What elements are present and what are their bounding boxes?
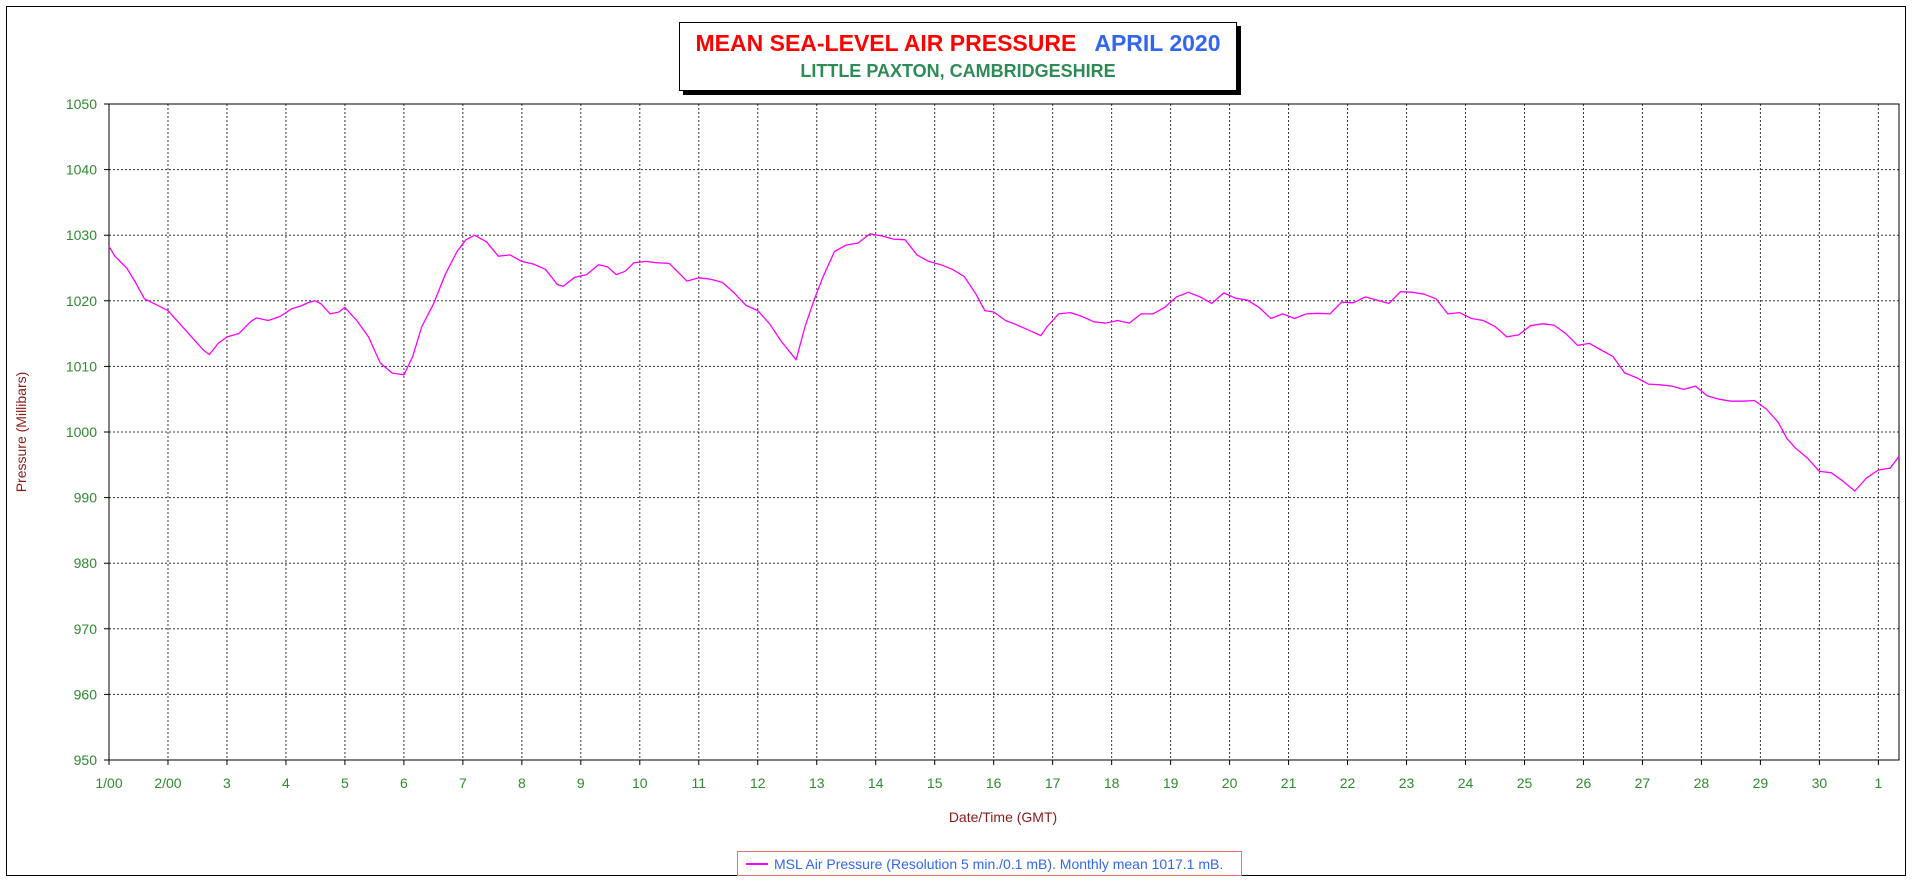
series-layer	[108, 233, 1900, 492]
x-tick-label: 11	[692, 775, 707, 791]
x-tick-label: 23	[1399, 775, 1415, 791]
x-tick-label: 18	[1104, 775, 1120, 791]
y-tick-labels: 950 960 970 980 990 1000 1010 1020 1030 1040 1050	[66, 96, 97, 768]
legend-entry: MSL Air Pressure (Resolution 5 min./0.1 …	[774, 855, 1224, 872]
title-line: MEAN SEA-LEVEL AIR PRESSURE APRIL 2020	[680, 30, 1236, 57]
x-tick-label: 24	[1458, 775, 1474, 791]
x-tick-label: 19	[1163, 775, 1179, 791]
x-tick-label: 9	[577, 775, 585, 791]
x-tick-label: 1	[1874, 775, 1882, 791]
x-tick-label: 2/00	[154, 775, 181, 791]
y-tick-label: 980	[74, 555, 98, 571]
x-axis-label: Date/Time (GMT)	[949, 809, 1057, 825]
legend: MSL Air Pressure (Resolution 5 min./0.1 …	[737, 851, 1242, 876]
y-tick-label: 1010	[66, 358, 97, 374]
grid-layer	[104, 103, 1899, 765]
x-tick-labels: 1/00 2/00 3 4 5 6 7 8 9 10 11 12 13 14 15 16 17 18 19 20 21 2…	[95, 775, 1882, 791]
x-tick-label: 13	[809, 775, 825, 791]
plot-area-border	[108, 103, 1900, 761]
x-tick-label: 12	[750, 775, 766, 791]
x-tick-label: 16	[986, 775, 1002, 791]
x-tick-label: 4	[282, 775, 290, 791]
x-tick-label: 17	[1045, 775, 1061, 791]
chart-title-box: MEAN SEA-LEVEL AIR PRESSURE APRIL 2020 LI…	[679, 22, 1237, 91]
y-tick-label: 950	[74, 752, 98, 768]
x-tick-label: 14	[868, 775, 884, 791]
y-tick-label: 1040	[66, 162, 97, 178]
x-tick-label: 15	[927, 775, 943, 791]
x-tick-label: 29	[1753, 775, 1769, 791]
x-tick-label: 6	[400, 775, 408, 791]
x-tick-label: 7	[459, 775, 467, 791]
chart-subtitle: LITTLE PAXTON, CAMBRIDGESHIRE	[800, 61, 1116, 81]
x-tick-label: 25	[1517, 775, 1533, 791]
legend-line-swatch	[746, 862, 768, 865]
x-tick-label: 10	[632, 775, 648, 791]
x-tick-label: 21	[1281, 775, 1297, 791]
chart-title: MEAN SEA-LEVEL AIR PRESSURE	[695, 30, 1077, 56]
x-tick-label: 28	[1694, 775, 1710, 791]
chart-title-period: APRIL 2020	[1094, 30, 1221, 56]
x-tick-label: 22	[1340, 775, 1356, 791]
chart-frame	[6, 6, 1906, 876]
y-axis-label: Pressure (Millibars)	[13, 372, 29, 493]
y-tick-label: 990	[74, 490, 98, 506]
x-tick-label: 27	[1635, 775, 1651, 791]
y-tick-label: 960	[74, 686, 98, 702]
x-tick-label: 3	[223, 775, 231, 791]
x-tick-label: 26	[1576, 775, 1592, 791]
y-tick-label: 1020	[66, 293, 97, 309]
y-tick-label: 1030	[66, 227, 97, 243]
x-tick-label: 5	[341, 775, 349, 791]
series-line-pressure	[108, 233, 1900, 492]
y-tick-label: 1050	[66, 96, 97, 112]
x-tick-label: 1/00	[95, 775, 122, 791]
x-tick-label: 30	[1812, 775, 1828, 791]
y-tick-label: 1000	[66, 424, 97, 440]
y-tick-label: 970	[74, 621, 98, 637]
x-tick-label: 8	[518, 775, 526, 791]
x-tick-label: 20	[1222, 775, 1238, 791]
